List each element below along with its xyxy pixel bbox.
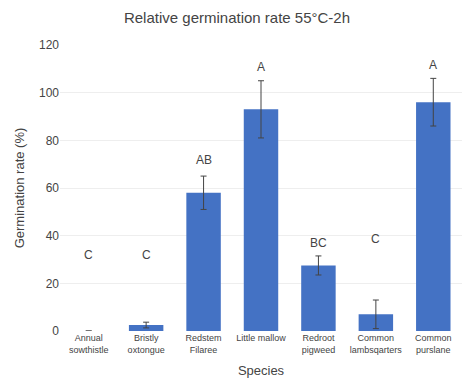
svg-text:20: 20 <box>46 277 60 291</box>
svg-text:Commonpurslane: Commonpurslane <box>415 333 452 355</box>
svg-text:100: 100 <box>39 86 59 100</box>
svg-text:AB: AB <box>196 153 212 167</box>
svg-text:A: A <box>429 58 437 72</box>
svg-text:40: 40 <box>46 229 60 243</box>
svg-text:Annualsowthistle: Annualsowthistle <box>69 333 109 355</box>
svg-text:60: 60 <box>46 181 60 195</box>
svg-text:80: 80 <box>46 134 60 148</box>
svg-text:Little mallow: Little mallow <box>236 333 286 343</box>
svg-text:BC: BC <box>310 236 327 250</box>
svg-text:Relative germination rate 55°C: Relative germination rate 55°C-2h <box>124 9 350 26</box>
svg-text:Commonlambsqarters: Commonlambsqarters <box>350 333 403 355</box>
svg-text:Redrootpigweed: Redrootpigweed <box>302 333 336 355</box>
svg-text:C: C <box>142 248 151 262</box>
svg-text:C: C <box>371 232 380 246</box>
svg-text:Species: Species <box>238 363 285 378</box>
svg-text:RedstemFilaree: RedstemFilaree <box>186 333 222 355</box>
svg-text:C: C <box>84 248 93 262</box>
svg-text:Bristlyoxtongue: Bristlyoxtongue <box>128 333 165 355</box>
svg-text:A: A <box>257 60 265 74</box>
svg-text:Germination rate (%): Germination rate (%) <box>12 128 27 249</box>
svg-text:0: 0 <box>52 324 59 338</box>
svg-text:120: 120 <box>39 38 59 52</box>
